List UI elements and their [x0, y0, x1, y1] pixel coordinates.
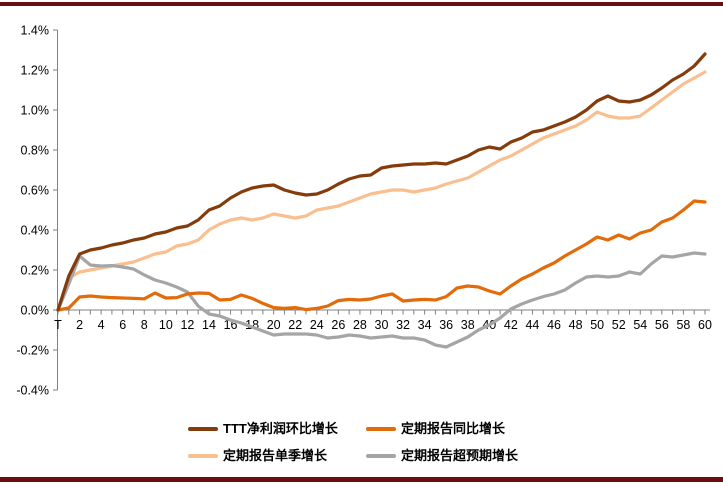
x-tick-label: 24	[310, 318, 324, 332]
x-tick-label: 14	[202, 318, 216, 332]
legend-label: 定期报告单季增长	[223, 448, 328, 463]
x-tick-label: 58	[676, 318, 690, 332]
x-tick-label: 6	[119, 318, 126, 332]
legend-row: 定期报告单季增长 定期报告超预期增长	[188, 442, 544, 469]
series-line-0	[56, 52, 707, 312]
y-tick-label: 0.2%	[21, 264, 50, 278]
x-tick-label: 36	[439, 318, 453, 332]
y-tick-label: 1.2%	[21, 64, 50, 78]
legend-label: 定期报告超预期增长	[401, 448, 519, 463]
line-chart: 1.4% 1.2% 1.0% 0.8% 0.6% 0.4% 0.2% 0.0% -0.2% -0.…	[16, 24, 712, 398]
y-tick-label: -0.4%	[16, 384, 49, 398]
legend-item: 定期报告超预期增长	[366, 449, 544, 462]
legend-swatch-icon	[188, 453, 218, 458]
x-tick-label: 52	[612, 318, 626, 332]
legend-row: TTT净利润环比增长 定期报告同比增长	[188, 415, 544, 442]
top-banner-rule	[0, 2, 723, 6]
bottom-banner-rule	[0, 477, 723, 482]
y-tick-label: 0.0%	[21, 304, 50, 318]
x-tick-label: 12	[180, 318, 194, 332]
series-line-2	[56, 70, 707, 312]
x-tick-label: 28	[353, 318, 367, 332]
y-tick-label: 0.6%	[21, 184, 50, 198]
x-tick-label: 46	[547, 318, 561, 332]
y-tick-label: 1.0%	[21, 104, 50, 118]
legend-item: 定期报告单季增长	[188, 449, 366, 462]
series-line-1	[56, 199, 707, 312]
legend-swatch-icon	[188, 426, 218, 431]
x-tick-label: 10	[159, 318, 173, 332]
series-line-3	[56, 251, 707, 349]
y-tick-label: 1.4%	[21, 24, 50, 38]
y-tick-label: 0.4%	[21, 224, 50, 238]
legend-label: TTT净利润环比增长	[223, 421, 338, 436]
legend-item: TTT净利润环比增长	[188, 422, 366, 435]
x-tick-label: 34	[418, 318, 432, 332]
x-tick-label: 4	[98, 318, 105, 332]
x-tick-label: 42	[504, 318, 518, 332]
legend-swatch-icon	[366, 426, 396, 431]
x-tick-label: T	[54, 318, 62, 332]
chart-legend: TTT净利润环比增长 定期报告同比增长定期报告单季增长 定期报告超预期增长	[188, 415, 544, 469]
x-tick-label: 2	[76, 318, 83, 332]
legend-swatch-icon	[366, 453, 396, 458]
x-tick-label: 38	[461, 318, 475, 332]
y-tick-label: -0.2%	[16, 344, 49, 358]
x-tick-label: 22	[288, 318, 302, 332]
x-tick-label: 50	[590, 318, 604, 332]
legend-item: 定期报告同比增长	[366, 422, 544, 435]
x-tick-label: 60	[698, 318, 712, 332]
x-tick-label: 32	[396, 318, 410, 332]
x-tick-label: 26	[331, 318, 345, 332]
x-tick-label: 56	[655, 318, 669, 332]
x-tick-label: 54	[633, 318, 647, 332]
x-tick-label: 48	[569, 318, 583, 332]
x-tick-label: 30	[375, 318, 389, 332]
y-tick-label: 0.8%	[21, 144, 50, 158]
legend-label: 定期报告同比增长	[401, 421, 506, 436]
x-tick-label: 8	[141, 318, 148, 332]
x-tick-label: 20	[267, 318, 281, 332]
x-tick-label: 44	[525, 318, 539, 332]
